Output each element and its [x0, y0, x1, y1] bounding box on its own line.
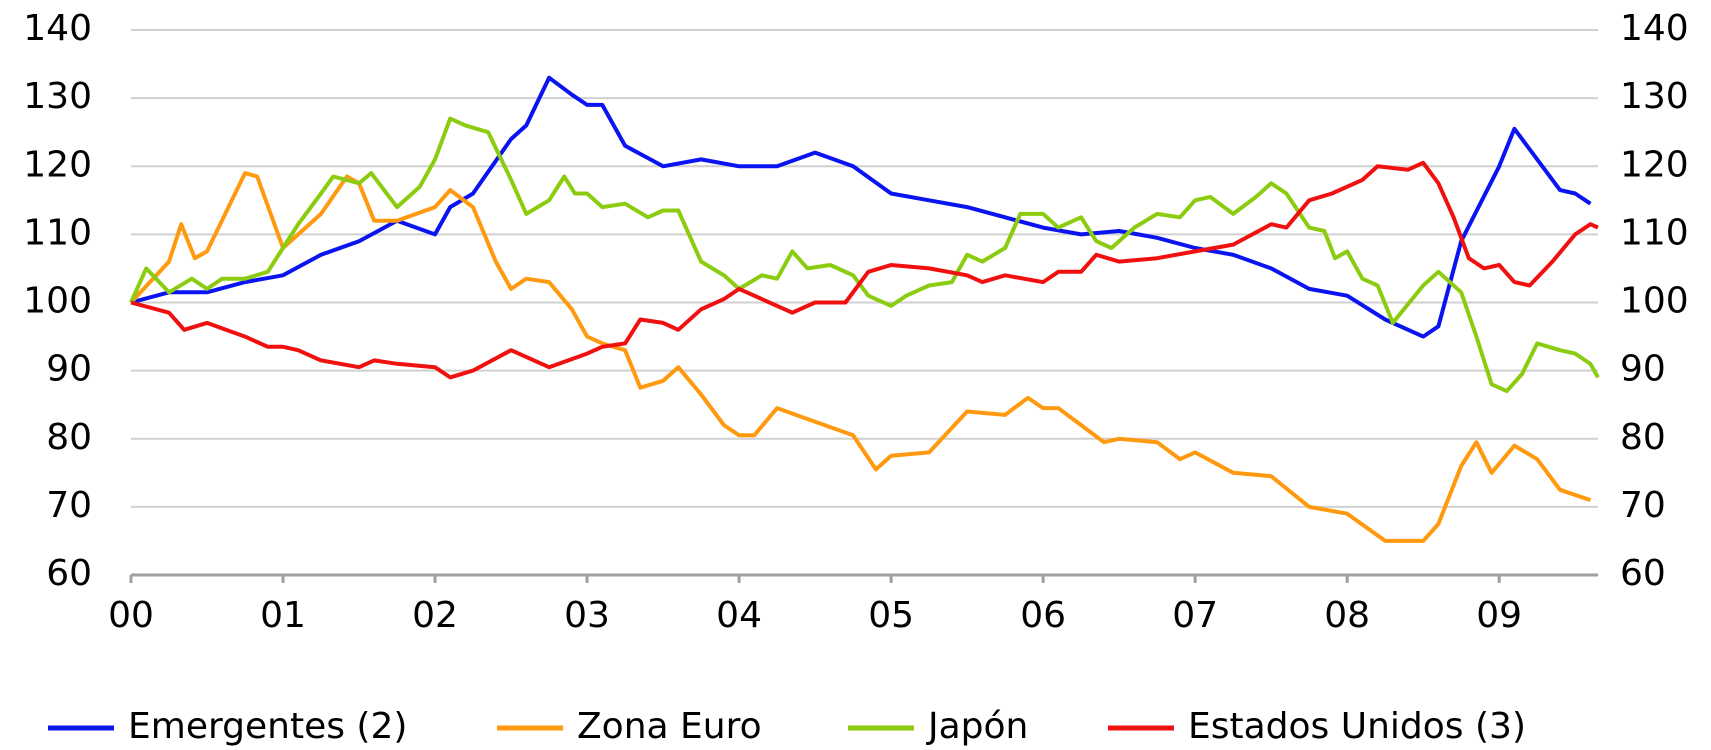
y2-tick-label: 60 — [1620, 553, 1666, 594]
y2-tick-label: 100 — [1620, 281, 1689, 322]
x-tick-label: 09 — [1476, 595, 1522, 636]
y-tick-label: 110 — [23, 212, 92, 253]
x-tick-label: 05 — [868, 595, 914, 636]
y2-tick-label: 70 — [1620, 485, 1666, 526]
y2-tick-label: 90 — [1620, 349, 1666, 390]
x-tick-label: 03 — [564, 595, 610, 636]
y2-tick-label: 110 — [1620, 212, 1689, 253]
y-tick-label: 70 — [46, 485, 92, 526]
line-series — [130, 75, 1592, 339]
legend-label: Japón — [926, 706, 1028, 747]
y2-tick-label: 80 — [1620, 417, 1666, 458]
x-tick-label: 00 — [108, 595, 154, 636]
x-tick-label: 02 — [412, 595, 458, 636]
y-tick-label: 120 — [23, 144, 92, 185]
legend-label: Zona Euro — [577, 706, 762, 747]
y-tick-label: 100 — [23, 281, 92, 322]
legend-label: Estados Unidos (3) — [1188, 706, 1526, 747]
y-tick-label: 140 — [23, 8, 92, 49]
y2-tick-label: 130 — [1620, 76, 1689, 117]
y2-tick-label: 140 — [1620, 8, 1689, 49]
y-tick-label: 90 — [46, 349, 92, 390]
y-tick-label: 130 — [23, 76, 92, 117]
y2-tick-label: 120 — [1620, 144, 1689, 185]
legend-item: Emergentes (2) — [48, 706, 407, 747]
legend-label: Emergentes (2) — [128, 706, 407, 747]
legend-item: Zona Euro — [497, 706, 762, 747]
legend-item: Japón — [848, 706, 1028, 747]
line-series — [129, 171, 1592, 543]
y-tick-label: 60 — [46, 553, 92, 594]
line-series — [130, 160, 1599, 380]
x-tick-label: 08 — [1324, 595, 1370, 636]
x-tick-label: 07 — [1172, 595, 1218, 636]
y-tick-label: 80 — [46, 417, 92, 458]
line-series — [129, 116, 1600, 394]
x-tick-label: 06 — [1020, 595, 1066, 636]
legend-item: Estados Unidos (3) — [1108, 706, 1526, 747]
x-tick-label: 04 — [716, 595, 762, 636]
x-tick-label: 01 — [260, 595, 306, 636]
